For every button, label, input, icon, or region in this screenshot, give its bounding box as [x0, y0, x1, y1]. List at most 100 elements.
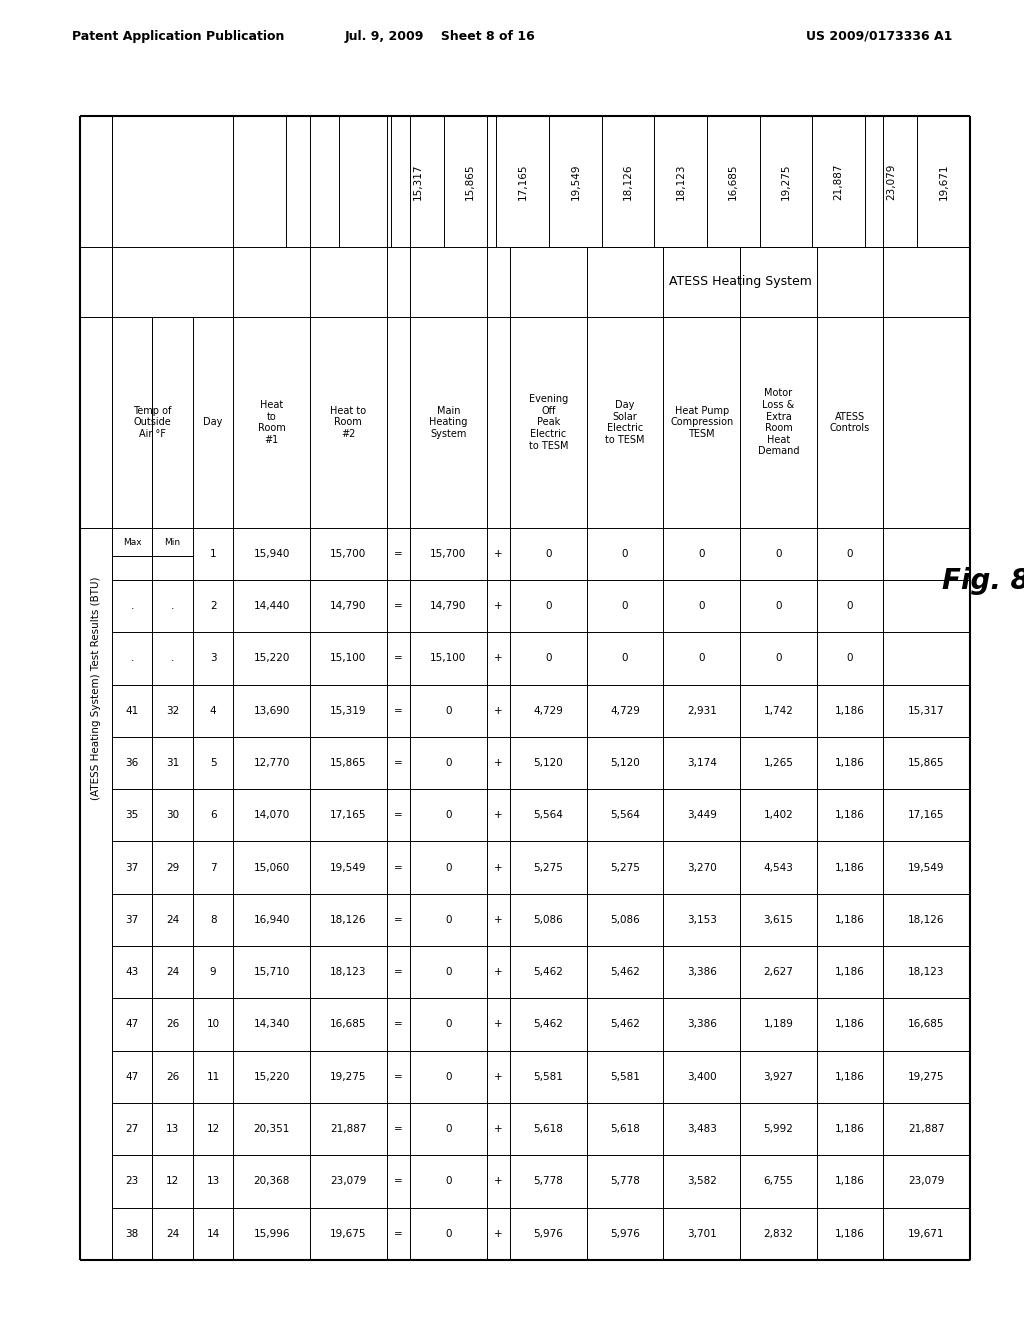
Text: (ATESS Heating System) Test Results (BTU): (ATESS Heating System) Test Results (BTU…: [91, 577, 101, 800]
Text: 11: 11: [207, 1072, 220, 1082]
Text: 5,976: 5,976: [610, 1229, 640, 1238]
Text: 18,126: 18,126: [908, 915, 944, 925]
Text: +: +: [495, 653, 503, 664]
Text: +: +: [495, 1019, 503, 1030]
Text: +: +: [495, 915, 503, 925]
Text: 5,564: 5,564: [534, 810, 563, 820]
Text: 5: 5: [210, 758, 216, 768]
Text: =: =: [394, 1125, 402, 1134]
Text: 14,070: 14,070: [254, 810, 290, 820]
Text: Evening
Off
Peak
Electric
to TESM: Evening Off Peak Electric to TESM: [528, 395, 568, 450]
Text: Heat Pump
Compression
TESM: Heat Pump Compression TESM: [670, 405, 733, 440]
Text: 47: 47: [126, 1072, 139, 1082]
Text: Heat
to
Room
#1: Heat to Room #1: [258, 400, 286, 445]
Text: .: .: [171, 653, 174, 664]
Text: 0: 0: [445, 968, 452, 977]
Text: 35: 35: [126, 810, 139, 820]
Text: 15,100: 15,100: [430, 653, 467, 664]
Text: 3,400: 3,400: [687, 1072, 717, 1082]
Text: 19,275: 19,275: [330, 1072, 367, 1082]
Text: Max: Max: [123, 539, 141, 548]
Text: 1,186: 1,186: [835, 915, 864, 925]
Text: 3,701: 3,701: [687, 1229, 717, 1238]
Text: 3,615: 3,615: [764, 915, 794, 925]
Text: 19,671: 19,671: [939, 164, 948, 199]
Text: 1,186: 1,186: [835, 758, 864, 768]
Text: 14,340: 14,340: [254, 1019, 290, 1030]
Text: 5,462: 5,462: [534, 1019, 563, 1030]
Text: 12: 12: [166, 1176, 179, 1187]
Text: 0: 0: [698, 549, 705, 558]
Text: 13,690: 13,690: [254, 706, 290, 715]
Text: 5,086: 5,086: [534, 915, 563, 925]
Text: 1: 1: [210, 549, 216, 558]
Text: 0: 0: [445, 706, 452, 715]
Text: +: +: [495, 1072, 503, 1082]
Text: 18,123: 18,123: [330, 968, 367, 977]
Text: 5,618: 5,618: [534, 1125, 563, 1134]
Text: 8: 8: [210, 915, 216, 925]
Text: 0: 0: [622, 601, 629, 611]
Text: 2: 2: [210, 601, 216, 611]
Text: 2,931: 2,931: [687, 706, 717, 715]
Text: 0: 0: [775, 601, 781, 611]
Text: 4,543: 4,543: [764, 862, 794, 873]
Text: 0: 0: [445, 810, 452, 820]
Text: 17,165: 17,165: [518, 164, 527, 199]
Text: 3,927: 3,927: [764, 1072, 794, 1082]
Text: 9: 9: [210, 968, 216, 977]
Text: 0: 0: [445, 1072, 452, 1082]
Text: 3,174: 3,174: [687, 758, 717, 768]
Text: 1,186: 1,186: [835, 862, 864, 873]
Text: 21,887: 21,887: [330, 1125, 367, 1134]
Text: =: =: [394, 653, 402, 664]
Text: 5,778: 5,778: [534, 1176, 563, 1187]
Text: .: .: [130, 653, 134, 664]
Text: 3,270: 3,270: [687, 862, 717, 873]
Text: 1,186: 1,186: [835, 1072, 864, 1082]
Text: 3: 3: [210, 653, 216, 664]
Text: 16,685: 16,685: [908, 1019, 944, 1030]
Text: =: =: [394, 862, 402, 873]
Text: 18,126: 18,126: [330, 915, 367, 925]
Text: 19,549: 19,549: [330, 862, 367, 873]
Text: 32: 32: [166, 706, 179, 715]
Text: 6: 6: [210, 810, 216, 820]
Text: 15,700: 15,700: [330, 549, 367, 558]
Text: 24: 24: [166, 968, 179, 977]
Text: 3,582: 3,582: [687, 1176, 717, 1187]
Text: 26: 26: [166, 1019, 179, 1030]
Text: 15,996: 15,996: [253, 1229, 290, 1238]
Text: 0: 0: [445, 1229, 452, 1238]
Text: 0: 0: [445, 862, 452, 873]
Text: 36: 36: [126, 758, 139, 768]
Text: =: =: [394, 1229, 402, 1238]
Text: Patent Application Publication: Patent Application Publication: [72, 30, 284, 42]
Text: 15,865: 15,865: [465, 164, 475, 199]
Text: 27: 27: [126, 1125, 139, 1134]
Text: 5,992: 5,992: [764, 1125, 794, 1134]
Text: 5,564: 5,564: [610, 810, 640, 820]
Text: +: +: [495, 1229, 503, 1238]
Text: 23,079: 23,079: [330, 1176, 367, 1187]
Text: 0: 0: [445, 1125, 452, 1134]
Text: Jul. 9, 2009    Sheet 8 of 16: Jul. 9, 2009 Sheet 8 of 16: [345, 30, 536, 42]
Text: 17,165: 17,165: [330, 810, 367, 820]
Text: 0: 0: [775, 653, 781, 664]
Text: 5,086: 5,086: [610, 915, 640, 925]
Text: 20,368: 20,368: [254, 1176, 290, 1187]
Text: 19,675: 19,675: [330, 1229, 367, 1238]
Text: +: +: [495, 601, 503, 611]
Text: 3,483: 3,483: [687, 1125, 717, 1134]
Text: 1,186: 1,186: [835, 968, 864, 977]
Text: 13: 13: [207, 1176, 220, 1187]
Text: 23,079: 23,079: [908, 1176, 944, 1187]
Text: 20,351: 20,351: [254, 1125, 290, 1134]
Text: 3,153: 3,153: [687, 915, 717, 925]
Text: Main
Heating
System: Main Heating System: [429, 405, 468, 440]
Text: +: +: [495, 1125, 503, 1134]
Text: 1,265: 1,265: [764, 758, 794, 768]
Text: =: =: [394, 1176, 402, 1187]
Text: 47: 47: [126, 1019, 139, 1030]
Text: 15,940: 15,940: [254, 549, 290, 558]
